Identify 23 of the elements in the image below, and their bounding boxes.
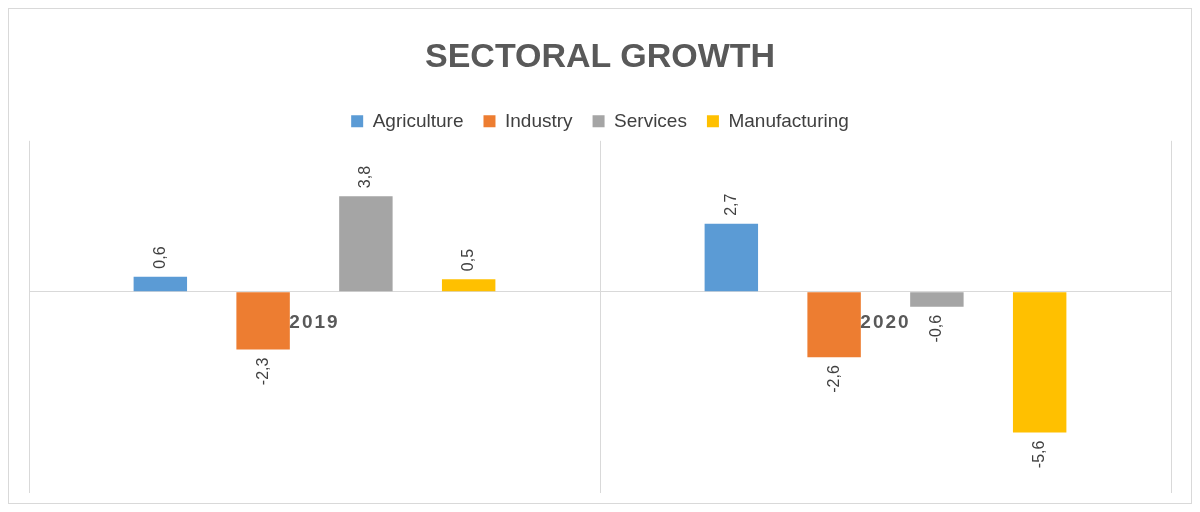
bar bbox=[441, 279, 496, 292]
data-label: -2,3 bbox=[253, 357, 271, 386]
data-label: 0,5 bbox=[459, 248, 477, 272]
bar bbox=[910, 292, 964, 307]
legend-label: Industry bbox=[504, 109, 574, 131]
legend-label: Agriculture bbox=[372, 109, 464, 131]
bar bbox=[133, 276, 188, 292]
bar bbox=[339, 196, 393, 292]
data-label: -2,6 bbox=[824, 365, 842, 393]
bar bbox=[704, 223, 759, 292]
x-tick-label: 2019 bbox=[289, 311, 340, 333]
data-label: 3,8 bbox=[356, 165, 374, 189]
data-label: -5,6 bbox=[1030, 440, 1048, 469]
bar bbox=[1012, 292, 1067, 433]
legend-label: Services bbox=[614, 109, 687, 131]
x-tick-label: 2020 bbox=[860, 311, 911, 333]
data-label: 0,6 bbox=[150, 246, 168, 269]
chart-title: SECTORAL GROWTH bbox=[424, 35, 776, 74]
legend-label: Manufacturing bbox=[728, 109, 849, 131]
bar bbox=[236, 292, 290, 350]
data-label: -0,6 bbox=[927, 314, 945, 343]
data-label: 2,7 bbox=[721, 193, 739, 216]
bar bbox=[807, 292, 861, 358]
